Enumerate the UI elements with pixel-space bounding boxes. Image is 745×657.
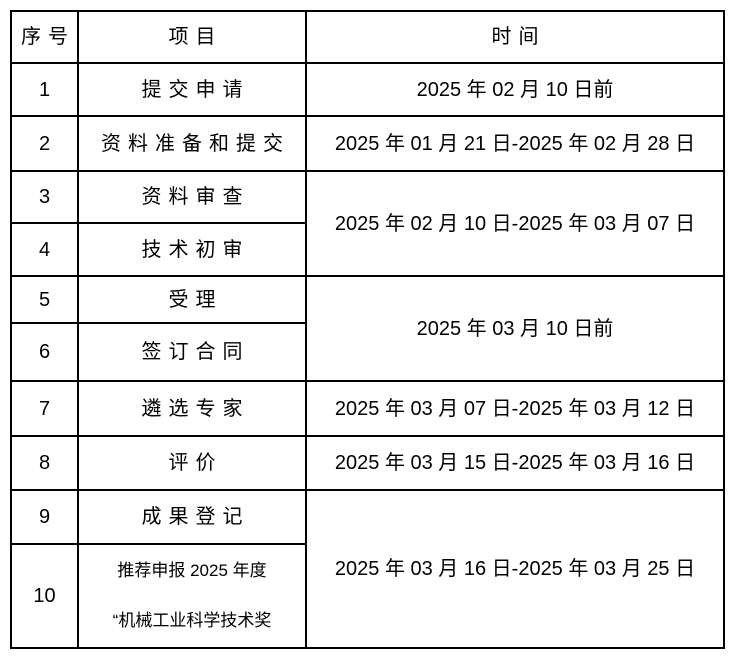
header-row: 序号 项目 时间 <box>10 10 725 64</box>
item-cell: 资料审查 <box>77 170 307 224</box>
item-line-1: 推荐申报 2025 年度 <box>117 560 267 580</box>
item-cell: 成果登记 <box>77 489 307 545</box>
item-cell-two-line: 推荐申报 2025 年度 “机械工业科学技术奖 <box>77 543 307 649</box>
item-cell: 评价 <box>77 435 307 491</box>
item-cell: 资料准备和提交 <box>77 115 307 172</box>
item-cell: 遴选专家 <box>77 380 307 437</box>
table-row: 4 技术初审 <box>10 222 724 277</box>
item-line-2: “机械工业科学技术奖 <box>112 611 272 630</box>
row-number-cell: 2 <box>10 115 79 172</box>
table-row: 5 受理 2025 年 03 月 10 日前 <box>10 275 725 382</box>
row-number-cell: 4 <box>10 222 79 277</box>
item-cell: 受理 <box>77 275 307 324</box>
row-number-cell: 7 <box>10 380 79 437</box>
schedule-table: 序号 项目 时间 1 提交申请 2025 年 02 月 10 日前 2 资料准备… <box>10 10 725 649</box>
table-row: 7 遴选专家 2025 年 03 月 07 日-2025 年 03 月 12 日 <box>10 380 725 437</box>
row-number-cell: 3 <box>10 170 79 224</box>
row-number-cell: 9 <box>10 489 79 545</box>
table-row: 8 评价 2025 年 03 月 15 日-2025 年 03 月 16 日 <box>10 435 725 491</box>
table-row: 3 资料审查 2025 年 02 月 10 日-2025 年 03 月 07 日 <box>10 170 725 277</box>
table-row: 2 资料准备和提交 2025 年 01 月 21 日-2025 年 02 月 2… <box>10 115 725 172</box>
row-number-cell: 6 <box>10 322 79 382</box>
table-row: 1 提交申请 2025 年 02 月 10 日前 <box>10 62 725 117</box>
item-cell: 签订合同 <box>77 322 307 382</box>
table-row: 10 推荐申报 2025 年度 “机械工业科学技术奖 <box>10 543 724 649</box>
time-cell: 2025 年 03 月 07 日-2025 年 03 月 12 日 <box>305 380 725 437</box>
header-item: 项目 <box>77 10 307 64</box>
time-cell-merged: 2025 年 03 月 16 日-2025 年 03 月 25 日 <box>305 489 725 649</box>
table-row: 6 签订合同 <box>10 322 724 382</box>
header-no: 序号 <box>10 10 79 64</box>
item-cell: 技术初审 <box>77 222 307 277</box>
item-cell: 提交申请 <box>77 62 307 117</box>
row-number-cell: 5 <box>10 275 79 324</box>
time-cell: 2025 年 01 月 21 日-2025 年 02 月 28 日 <box>305 115 725 172</box>
table-row: 9 成果登记 2025 年 03 月 16 日-2025 年 03 月 25 日 <box>10 489 725 649</box>
row-number-cell: 8 <box>10 435 79 491</box>
row-number-cell: 10 <box>10 543 79 649</box>
header-time: 时间 <box>305 10 725 64</box>
row-number-cell: 1 <box>10 62 79 117</box>
time-cell: 2025 年 02 月 10 日前 <box>305 62 725 117</box>
time-cell-merged: 2025 年 02 月 10 日-2025 年 03 月 07 日 <box>305 170 725 277</box>
item-two-line-wrapper: 推荐申报 2025 年度 “机械工业科学技术奖 <box>80 560 304 632</box>
time-cell-merged: 2025 年 03 月 10 日前 <box>305 275 725 382</box>
time-cell: 2025 年 03 月 15 日-2025 年 03 月 16 日 <box>305 435 725 491</box>
